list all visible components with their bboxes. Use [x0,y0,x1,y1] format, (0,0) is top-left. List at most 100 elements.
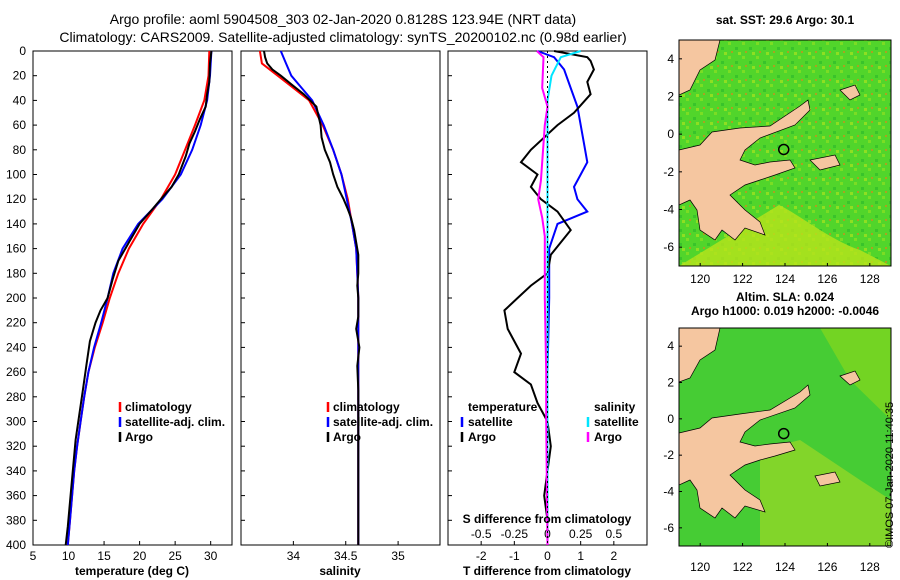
depth-tick-label: 140 [6,217,26,231]
depth-tick-label: 100 [6,168,26,182]
lon-tick-label: 128 [860,560,880,574]
legend-salinity-title: salinity [594,400,636,414]
lon-tick-label: 122 [733,272,753,286]
series-line-satellite-adj--clim- [66,50,213,546]
lat-tick-label: -4 [663,485,674,499]
x-tick-label: 25 [168,549,182,563]
profile-panels [32,50,648,546]
lon-tick-label: 124 [775,272,795,286]
depth-tick-label: 80 [13,143,27,157]
depth-tick-label: 280 [6,390,26,404]
profile-lines [64,50,595,546]
x-tick-label: 34 [287,549,301,563]
s-diff-xlabel: S difference from climatology [463,512,632,526]
x-tick-label: 34.5 [334,549,358,563]
sla-land-borneo [679,328,721,383]
series-line-s-satellite [546,50,581,545]
argo-location-marker [777,143,790,156]
sst-land-island [839,84,861,101]
depth-axis: 0 20 40 60 80 100 120 140 160 180 200 220 240 260 280 3… [6,44,452,552]
legend-t-satellite: satellite [468,415,513,429]
lon-tick-label: 128 [860,272,880,286]
credit-text: ©IMOS 07-Jan-2020 11:40:35 [884,402,896,548]
legend-climatology: climatology [125,400,192,414]
temperature-xlabel: temperature (deg C) [75,564,189,578]
x-tick-label: 10 [62,549,76,563]
x-tick-label: 20 [133,549,147,563]
x-axis-ticks: 5 10 15 20 25 30 34 34.5 35 -2 -1 0 1 2-0.5 -0.25 0 0.25… [30,527,623,563]
sst-map-title: sat. SST: 29.6 Argo: 30.1 [716,13,855,27]
sla-map-subtitle: Argo h1000: 0.019 h2000: -0.0046 [691,304,879,318]
x-tick-label: -2 [476,549,487,563]
lat-tick-label: 0 [667,127,674,141]
x-tick-label: -1 [509,549,520,563]
depth-tick-label: 340 [6,464,26,478]
sst-warm-patch [679,205,891,266]
depth-tick-label: 260 [6,365,26,379]
difference-legend: temperature satellite Argo salinity sate… [460,400,639,444]
depth-tick-label: 200 [6,291,26,305]
lon-tick-label: 122 [733,560,753,574]
depth-tick-label: 180 [6,266,26,280]
lon-tick-label: 124 [775,560,795,574]
sst-map [678,39,892,267]
series-line-climatology [258,50,360,545]
x-tick-label: 1 [577,549,584,563]
depth-tick-label: 380 [6,513,26,527]
s-diff-tick-label: 0.5 [605,527,622,541]
sst-land-borneo [679,40,721,96]
depth-tick-label: 360 [6,489,26,503]
lat-tick-label: 4 [667,52,674,66]
legend-argo: Argo [333,430,361,444]
series-line-satellite-adj--clim- [279,50,360,545]
legend-s-satellite: satellite [594,415,639,429]
depth-tick-label: 40 [13,93,27,107]
lat-tick-label: 2 [667,376,674,390]
sst-land-island [809,154,841,171]
s-diff-tick-label: -0.5 [471,527,492,541]
lat-tick-label: -2 [663,448,674,462]
legend-t-argo: Argo [468,430,496,444]
sla-map-title: Altim. SLA: 0.024 [736,290,834,304]
sla-anomaly-patch [760,440,891,546]
sla-land-island [814,471,841,487]
legend-satellite: satellite-adj. clim. [125,415,225,429]
temperature-plot-frame [32,50,233,546]
header-line1: Argo profile: aoml 5904508_303 02-Jan-20… [110,11,576,27]
salinity-plot-frame [240,50,441,546]
sla-map [678,327,892,547]
x-tick-label: 30 [204,549,218,563]
depth-tick-label: 400 [6,538,26,552]
salinity-xlabel: salinity [319,564,361,578]
depth-tick-label: 300 [6,415,26,429]
series-line-argo [263,50,361,545]
lon-tick-label: 120 [690,560,710,574]
depth-tick-label: 20 [13,69,27,83]
x-tick-label: 2 [610,549,617,563]
lat-tick-label: 0 [667,412,674,426]
sst-land-sulawesi [679,99,811,241]
header-line2: Climatology: CARS2009. Satellite-adjuste… [59,29,626,45]
series-line-climatology [66,50,211,546]
legend-temperature-title: temperature [468,400,538,414]
map-axes: 120 122 124 126 128 -6 -4 -2 0 2 4 120 122 124 126 128 -… [663,52,880,574]
argo-location-marker [777,427,790,440]
series-line-argo [64,50,213,546]
legend-satellite: satellite-adj. clim. [333,415,433,429]
legend-climatology: climatology [333,400,400,414]
lat-tick-label: -4 [663,203,674,217]
depth-tick-label: 0 [19,44,26,58]
lat-tick-label: -6 [663,240,674,254]
lon-tick-label: 126 [817,272,837,286]
salinity-legend: climatology satellite-adj. clim. Argo [326,400,433,444]
s-diff-tick-label: 0.25 [569,527,593,541]
t-diff-xlabel: T difference from climatology [463,564,631,578]
depth-tick-label: 160 [6,242,26,256]
x-tick-label: 15 [97,549,111,563]
legend-s-argo: Argo [594,430,622,444]
lon-tick-label: 120 [690,272,710,286]
legend-argo: Argo [125,430,153,444]
lat-tick-label: 2 [667,90,674,104]
x-tick-label: 5 [30,549,37,563]
